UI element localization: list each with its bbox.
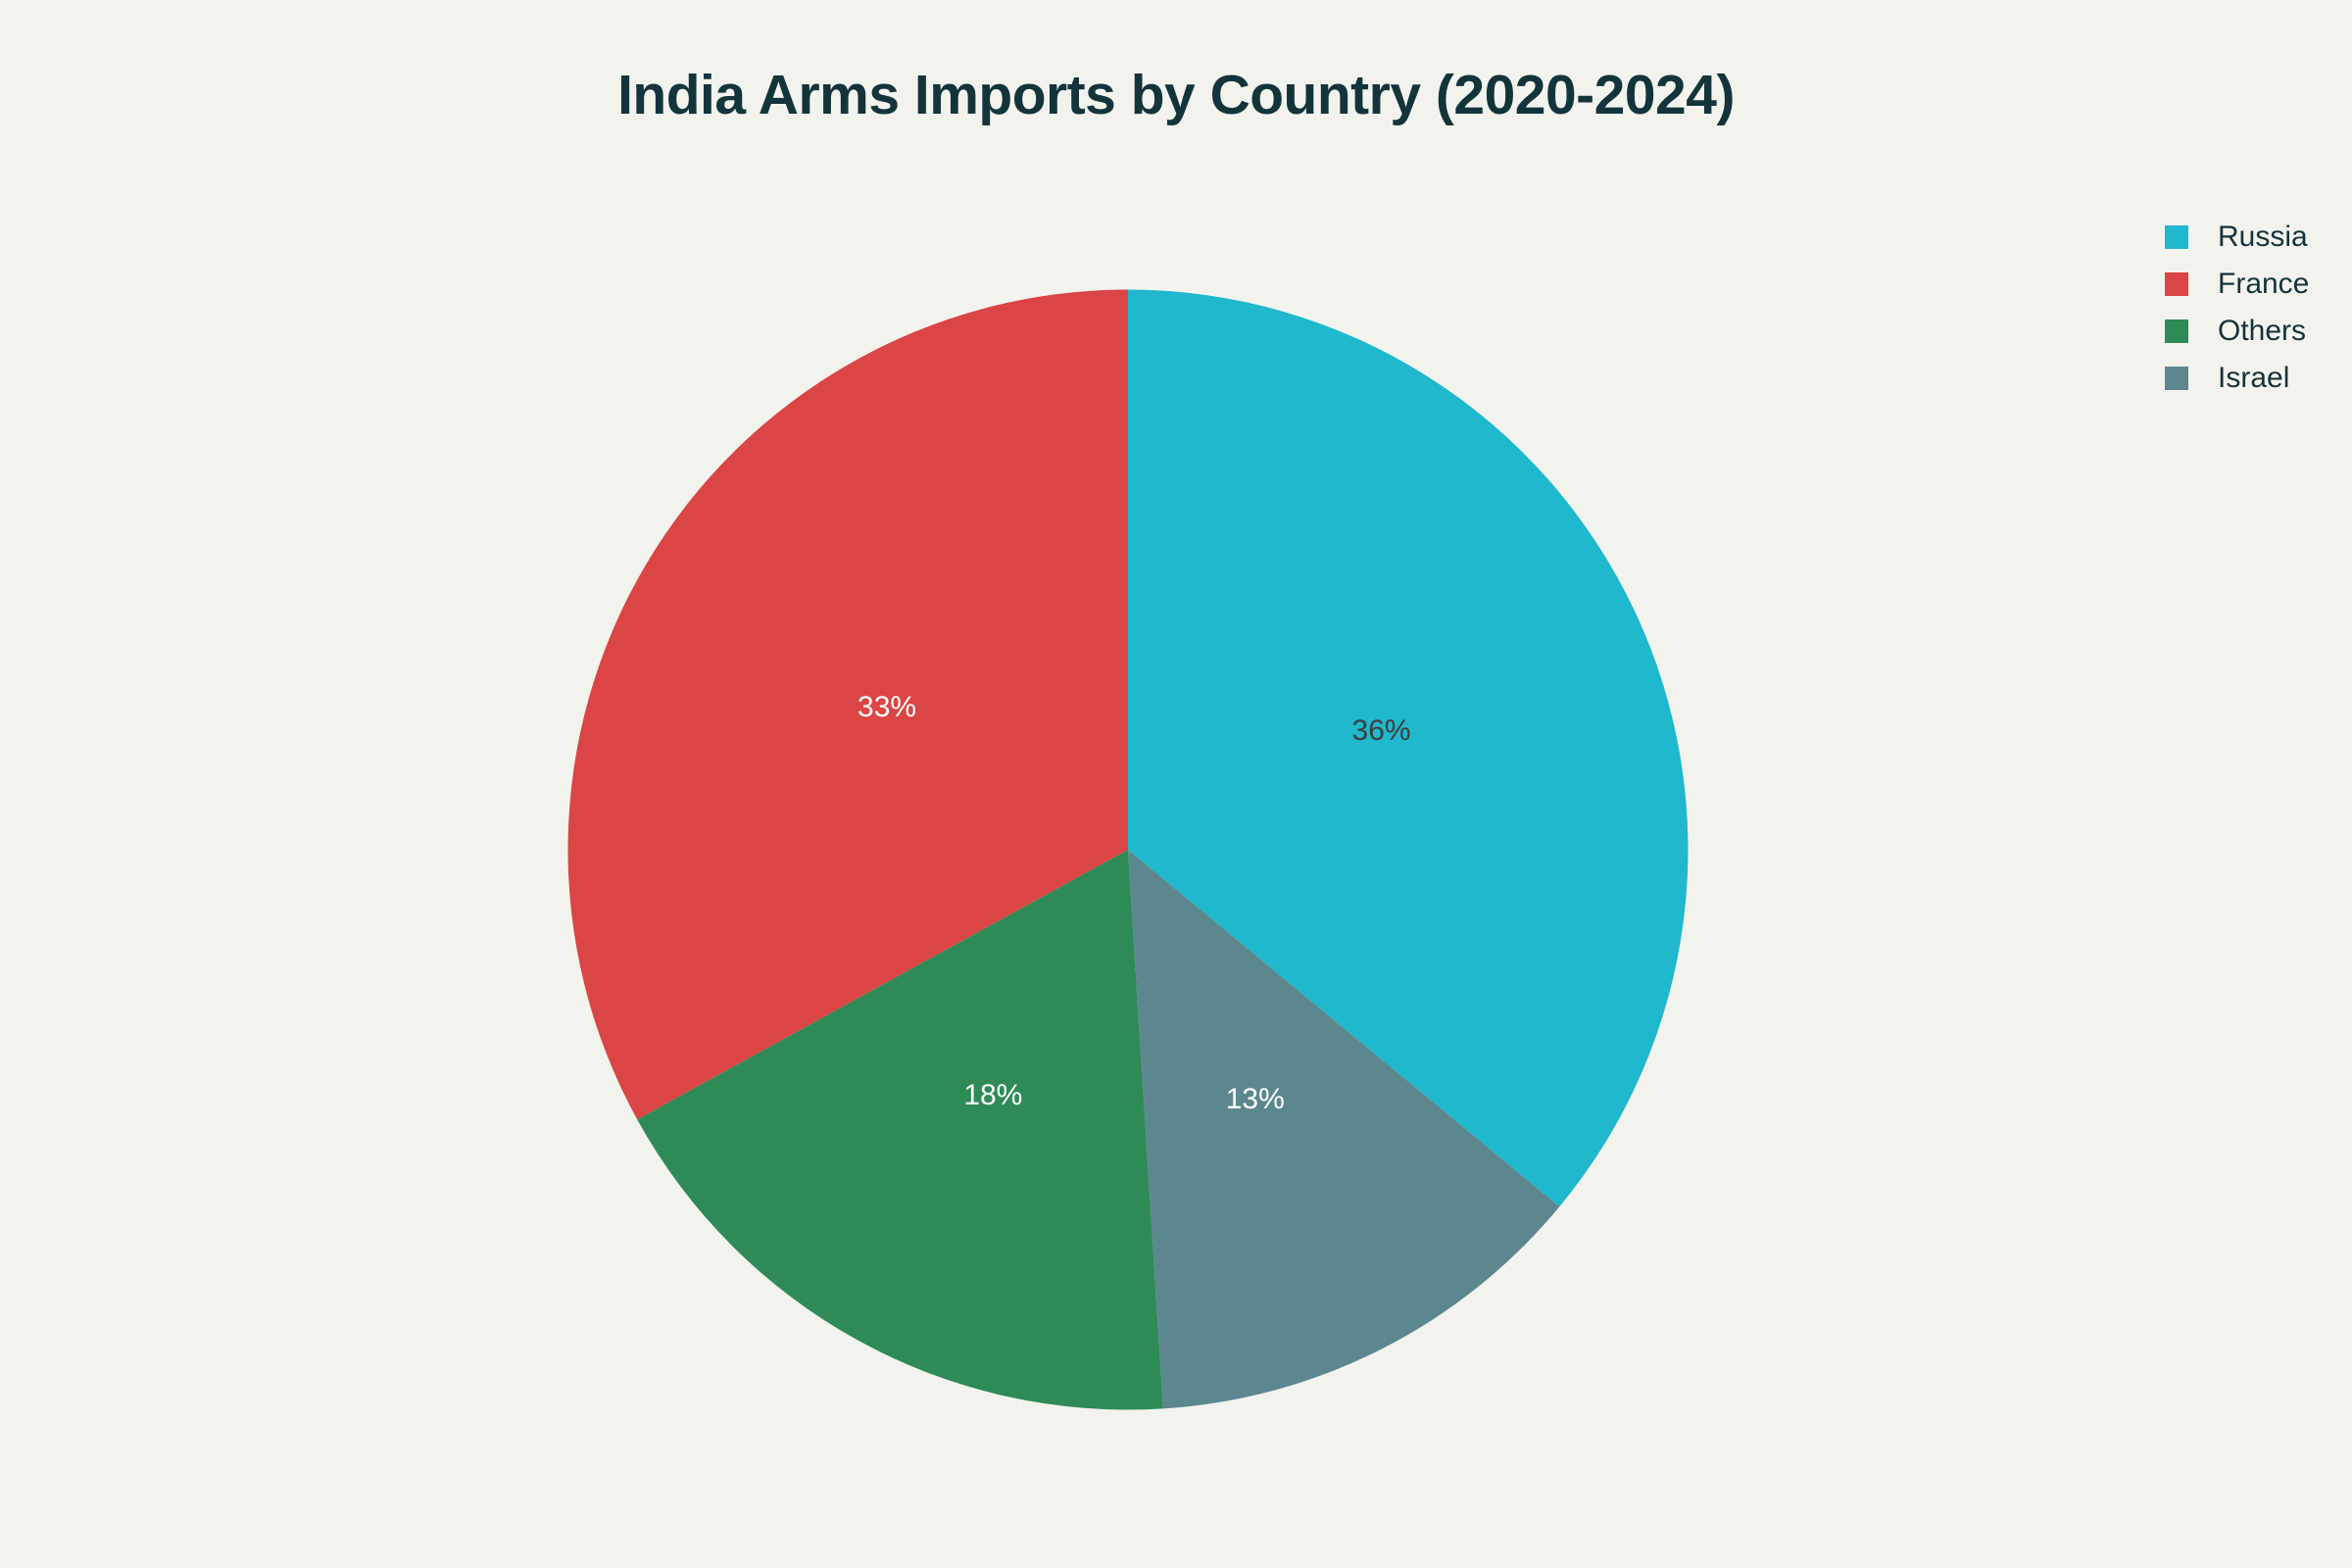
legend-item-others[interactable]: Others bbox=[2165, 308, 2309, 355]
legend: Russia France Others Israel bbox=[2165, 214, 2309, 402]
legend-item-france[interactable]: France bbox=[2165, 261, 2309, 308]
slice-label-israel: 13% bbox=[1226, 1083, 1285, 1115]
slice-label-russia: 36% bbox=[1352, 714, 1411, 747]
pie-slice-russia[interactable] bbox=[1128, 289, 1689, 1207]
legend-label: Israel bbox=[2218, 362, 2290, 394]
pie-slices bbox=[567, 289, 1689, 1410]
pie-labels: 36% 13% 18% 33% bbox=[858, 691, 1411, 1115]
slice-label-france: 33% bbox=[858, 691, 916, 723]
legend-label: Others bbox=[2218, 315, 2307, 347]
legend-swatch-france bbox=[2165, 272, 2188, 296]
legend-swatch-others bbox=[2165, 319, 2188, 343]
slice-label-others: 18% bbox=[963, 1079, 1022, 1111]
chart-title: India Arms Imports by Country (2020-2024… bbox=[617, 64, 1735, 126]
legend-item-israel[interactable]: Israel bbox=[2165, 355, 2309, 402]
legend-swatch-russia bbox=[2165, 225, 2188, 249]
legend-label: France bbox=[2218, 268, 2310, 300]
pie-slice-others[interactable] bbox=[637, 850, 1163, 1410]
pie-slice-france[interactable] bbox=[567, 289, 1128, 1120]
pie-slice-israel[interactable] bbox=[1128, 850, 1560, 1409]
legend-item-russia[interactable]: Russia bbox=[2165, 214, 2309, 261]
legend-label: Russia bbox=[2218, 220, 2308, 253]
legend-swatch-israel bbox=[2165, 367, 2188, 390]
